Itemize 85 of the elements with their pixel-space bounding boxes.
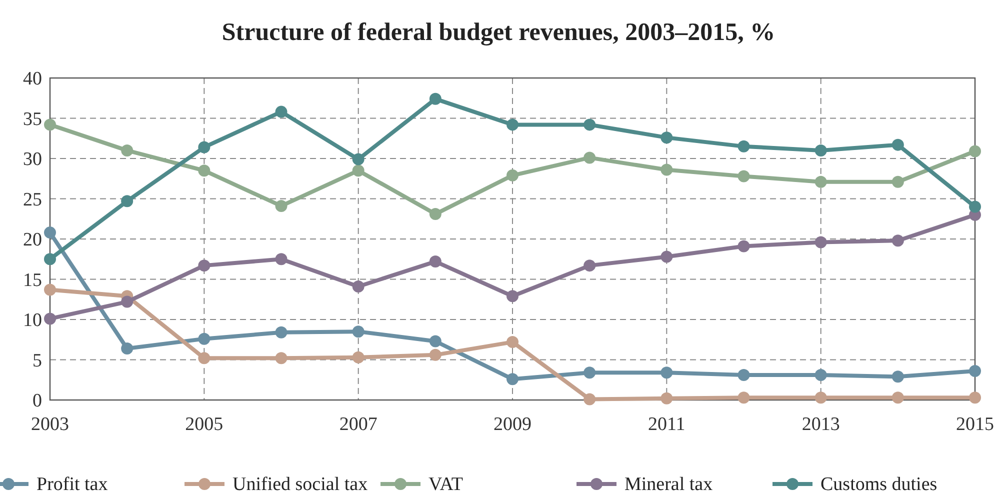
x-tick-label: 2003	[31, 414, 69, 435]
point	[660, 392, 673, 404]
legend-label: VAT	[428, 474, 464, 495]
point	[892, 370, 904, 383]
point	[121, 296, 134, 308]
point	[738, 392, 750, 404]
point	[969, 392, 981, 404]
point	[352, 326, 364, 338]
point	[198, 332, 210, 345]
point	[198, 260, 210, 272]
point	[198, 141, 210, 154]
point	[44, 284, 56, 296]
point	[584, 393, 596, 406]
point	[44, 253, 56, 266]
point	[892, 234, 904, 247]
point	[814, 369, 827, 382]
legend-label: Profit tax	[36, 474, 108, 495]
point	[738, 369, 750, 382]
point	[660, 366, 673, 379]
point	[660, 132, 673, 144]
point	[121, 144, 134, 156]
y-tick-label: 30	[23, 149, 42, 170]
point	[275, 326, 288, 338]
point	[121, 342, 134, 354]
point	[584, 152, 596, 164]
point	[429, 208, 442, 220]
point	[429, 256, 442, 268]
point	[429, 348, 442, 361]
point	[198, 352, 210, 364]
x-tick-label: 2015	[956, 414, 994, 435]
point	[44, 118, 56, 131]
point	[352, 351, 364, 364]
point	[121, 195, 134, 208]
point	[275, 253, 288, 266]
point	[506, 373, 518, 386]
point	[352, 164, 364, 177]
point	[892, 176, 904, 188]
legend-label: Customs duties	[820, 474, 938, 495]
point	[814, 176, 827, 188]
point	[44, 312, 56, 325]
point	[275, 352, 288, 364]
point	[584, 260, 596, 272]
point	[892, 138, 904, 151]
point	[506, 290, 518, 302]
x-tick-label: 2005	[185, 414, 224, 435]
point	[660, 250, 673, 263]
point	[892, 392, 904, 404]
point	[506, 118, 518, 131]
point	[969, 365, 981, 378]
point	[969, 145, 981, 158]
point	[44, 226, 56, 239]
x-tick-label: 2013	[802, 414, 840, 435]
y-tick-label: 35	[23, 108, 42, 130]
point	[352, 280, 364, 292]
legend-label: Unified social tax	[232, 474, 368, 495]
y-tick-label: 40	[23, 68, 42, 90]
x-tick-label: 2009	[494, 414, 532, 435]
point	[584, 118, 596, 131]
legend-label: Mineral tax	[624, 474, 714, 495]
point	[814, 236, 827, 248]
point	[275, 106, 288, 118]
point	[738, 170, 750, 182]
chart-title: Structure of federal budget revenues, 2003–2015, %	[222, 19, 776, 46]
point	[969, 200, 981, 213]
y-tick-label: 0	[32, 390, 42, 412]
point	[584, 366, 596, 379]
y-tick-label: 25	[23, 189, 42, 210]
y-tick-label: 20	[23, 230, 42, 251]
x-tick-label: 2007	[339, 414, 378, 435]
point	[814, 392, 827, 404]
point	[429, 92, 442, 105]
point	[738, 140, 750, 152]
y-tick-label: 15	[23, 270, 42, 291]
point	[506, 169, 518, 182]
point	[506, 336, 518, 348]
x-tick-label: 2011	[648, 414, 686, 435]
point	[660, 164, 673, 176]
point	[275, 200, 288, 212]
point	[198, 164, 210, 177]
y-tick-label: 5	[32, 350, 42, 372]
point	[352, 153, 364, 166]
point	[814, 144, 827, 156]
point	[738, 240, 750, 252]
point	[429, 335, 442, 348]
y-tick-label: 10	[23, 310, 42, 332]
